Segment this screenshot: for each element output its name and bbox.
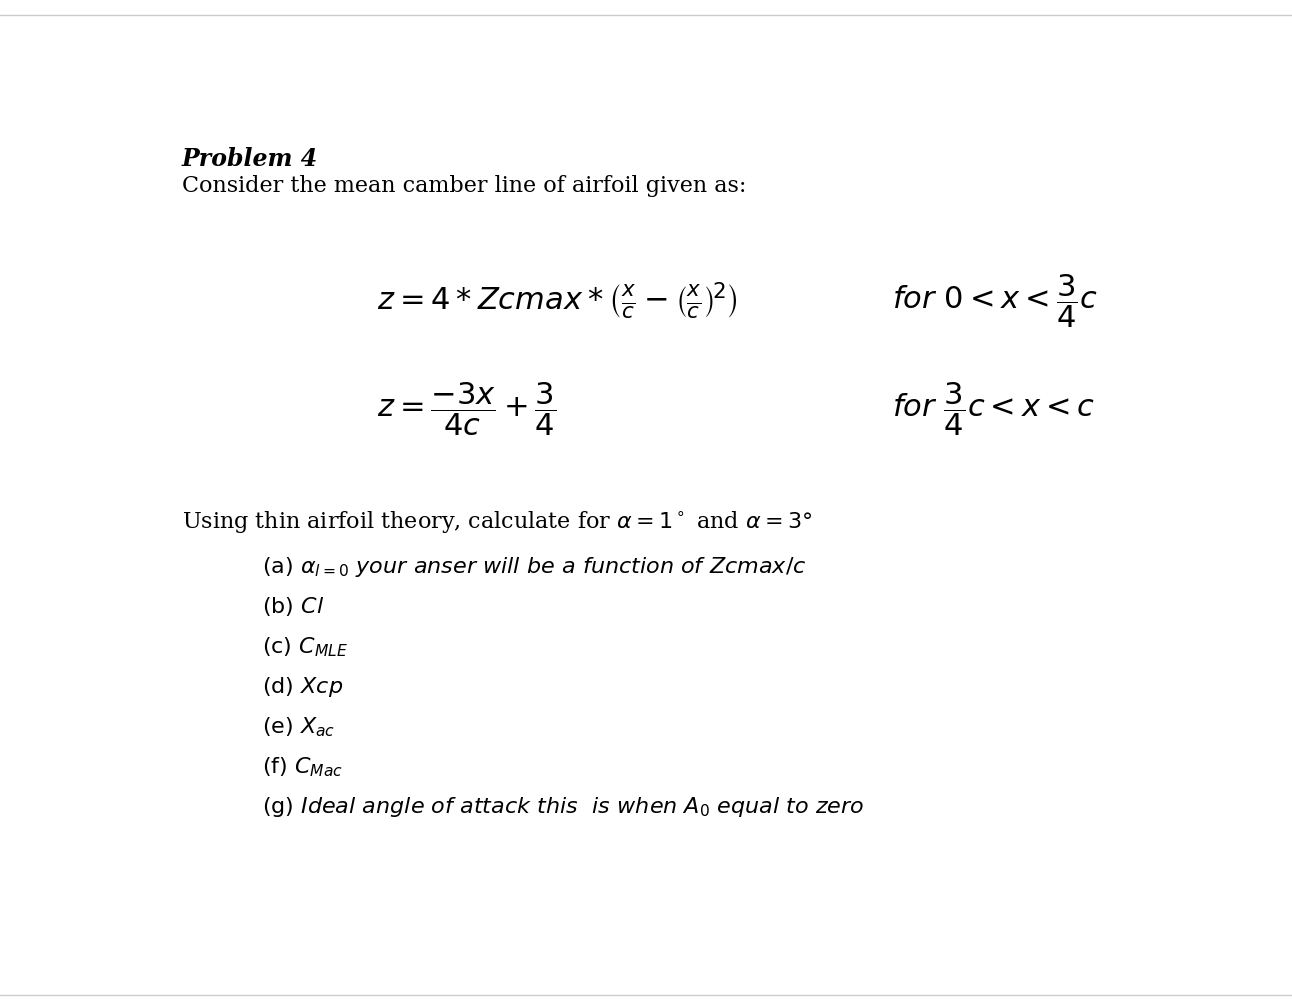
Text: (d) $\mathit{Xcp}$: (d) $\mathit{Xcp}$ <box>261 675 342 699</box>
Text: (e) $X_{ac}$: (e) $X_{ac}$ <box>261 715 335 739</box>
Text: Problem 4: Problem 4 <box>181 147 318 171</box>
Text: (c) $C_{MLE}$: (c) $C_{MLE}$ <box>261 635 348 659</box>
Text: (a) $\alpha_{l=0}$ $\mathit{your\ anser\ will\ be\ a\ function\ of\ Zcmax/c}$: (a) $\alpha_{l=0}$ $\mathit{your\ anser\… <box>261 555 806 579</box>
Text: (g) $\mathit{Ideal\ angle\ of\ attack\ this\ \ is\ when}$ $A_0$ $\mathit{equal\ : (g) $\mathit{Ideal\ angle\ of\ attack\ t… <box>261 795 864 819</box>
Text: $for\ 0 < x < \dfrac{3}{4}c$: $for\ 0 < x < \dfrac{3}{4}c$ <box>893 272 1098 330</box>
Text: (f) $C_{Mac}$: (f) $C_{Mac}$ <box>261 755 342 779</box>
Text: (b) $\mathit{Cl}$: (b) $\mathit{Cl}$ <box>261 595 324 618</box>
Text: $for\ \dfrac{3}{4}c < x < c$: $for\ \dfrac{3}{4}c < x < c$ <box>893 380 1096 438</box>
Text: $z = 4 * Zcmax * \left(\frac{x}{c} - \left(\frac{x}{c}\right)^{\!2}\right)$: $z = 4 * Zcmax * \left(\frac{x}{c} - \le… <box>377 280 738 321</box>
Text: $z = \dfrac{-3x}{4c} + \dfrac{3}{4}$: $z = \dfrac{-3x}{4c} + \dfrac{3}{4}$ <box>377 380 556 438</box>
Text: Consider the mean camber line of airfoil given as:: Consider the mean camber line of airfoil… <box>181 175 745 197</box>
Text: Using thin airfoil theory, calculate for $\alpha = 1^\circ$ and $\alpha = 3°$: Using thin airfoil theory, calculate for… <box>181 509 811 535</box>
